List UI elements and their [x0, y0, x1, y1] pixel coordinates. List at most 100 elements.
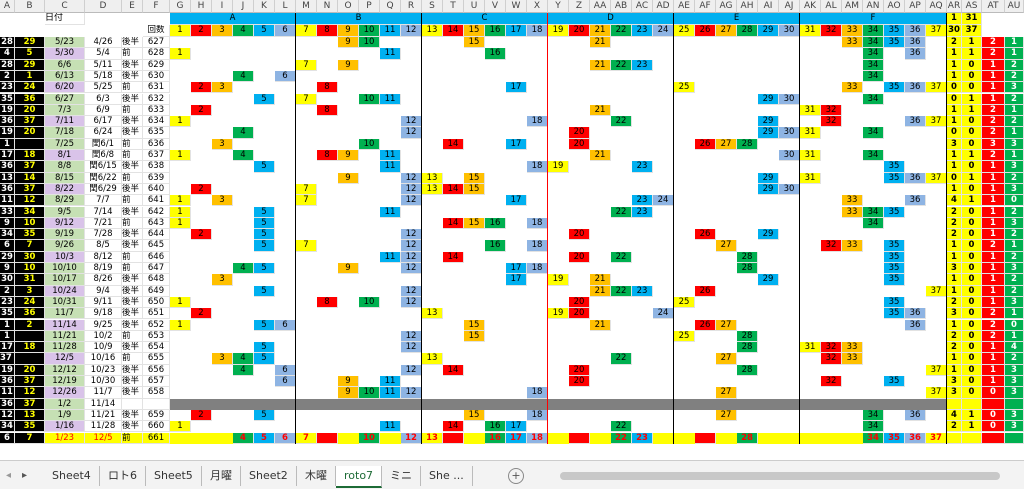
number-cell: 10 [359, 296, 380, 309]
number-cell: 5 [254, 353, 275, 365]
h-scrollbar[interactable] [560, 472, 1000, 480]
sheet-tab[interactable]: ロト6 [100, 466, 146, 486]
scroll-left[interactable]: ◂ [6, 470, 12, 481]
number-cell: 34 [863, 150, 884, 162]
count-at: 1 [982, 206, 1005, 218]
count-as: 0 [962, 229, 982, 241]
header-number: 34 [863, 25, 884, 37]
number-cell: 28 [737, 138, 758, 150]
column-header: H [191, 0, 212, 13]
count-ar: 1 [947, 183, 962, 196]
number-cell: 2 [191, 409, 212, 422]
count-au: 2 [1005, 285, 1024, 297]
sheet-tab[interactable]: Sheet5 [146, 466, 202, 486]
number-cell: 21 [590, 59, 611, 71]
count-au: 1 [1005, 240, 1024, 252]
count-at: 1 [982, 172, 1005, 184]
sheet-tab[interactable]: 月曜 [202, 466, 241, 486]
count-at: 1 [982, 70, 1005, 83]
sheet-tab[interactable]: Sheet4 [44, 466, 100, 486]
sheet-tab[interactable]: Sheet2 [241, 466, 297, 486]
count-au: 2 [1005, 251, 1024, 263]
sheet-tab[interactable]: She ... [421, 466, 473, 486]
cell-f: 637 [143, 150, 170, 162]
cell-a: 33 [0, 206, 15, 218]
scroll-right[interactable]: ▸ [22, 470, 28, 481]
cell-a: 11 [0, 195, 15, 207]
count-as: 0 [962, 138, 982, 150]
cell-a: 6 [0, 240, 15, 252]
number-cell: 28 [737, 432, 758, 444]
count-at: 1 [982, 59, 1005, 71]
cell-a: 36 [0, 116, 15, 128]
cell-d: 7/7 [85, 195, 122, 207]
count-at: 0 [982, 409, 1005, 422]
cell-f: 657 [143, 376, 170, 388]
number-cell: 14 [443, 364, 464, 376]
count-at: 1 [982, 251, 1005, 263]
cell-b: 24 [15, 82, 45, 94]
column-header: AA [590, 0, 611, 13]
number-cell: 35 [884, 432, 905, 444]
number-cell: 34 [863, 70, 884, 83]
number-cell: 31 [800, 342, 821, 354]
cell-f: 641 [143, 195, 170, 207]
number-cell: 29 [758, 229, 779, 241]
number-cell: 29 [758, 127, 779, 139]
number-cell: 11 [380, 93, 401, 105]
number-cell: 31 [800, 172, 821, 184]
cell-c: 5/23 [45, 37, 85, 49]
number-cell: 29 [758, 274, 779, 286]
count-ar: 3 [947, 387, 962, 399]
count-ar: 1 [947, 285, 962, 297]
number-cell: 1 [170, 217, 191, 230]
cell-d: 閏6/1 [85, 138, 122, 150]
sheet-tab[interactable]: roto7 [336, 466, 383, 488]
number-cell: 14 [443, 217, 464, 230]
cell-f: 646 [143, 251, 170, 263]
count-at: 0 [982, 421, 1005, 433]
cell-c: 5/30 [45, 48, 85, 60]
sheet-tab[interactable]: 木曜 [297, 466, 336, 486]
cell-f: 651 [143, 308, 170, 320]
column-header: AS [962, 0, 982, 13]
number-cell: 4 [233, 364, 254, 376]
cell-c: 8/22 [45, 183, 85, 196]
number-cell: 10 [359, 387, 380, 399]
cell-c: 9/26 [45, 240, 85, 252]
number-cell: 12 [401, 229, 422, 241]
number-cell: 22 [611, 116, 632, 128]
column-header: AO [884, 0, 905, 13]
count-au: 3 [1005, 387, 1024, 399]
sheet-tab[interactable]: ミニ [382, 466, 421, 486]
column-header: AD [653, 0, 674, 13]
header-ar: 30 [947, 25, 962, 37]
count-as: 0 [962, 285, 982, 297]
cell-a: 36 [0, 183, 15, 196]
cell-b: 5 [15, 48, 45, 60]
count-au: 3 [1005, 409, 1024, 422]
number-cell: 8 [317, 82, 338, 94]
number-cell: 22 [611, 206, 632, 218]
count-ar: 1 [947, 353, 962, 365]
header-number: 6 [275, 25, 296, 37]
cell-e: 後半 [122, 409, 143, 422]
column-header: S [422, 0, 443, 13]
number-cell: 17 [506, 274, 527, 286]
add-sheet[interactable]: + [508, 468, 524, 484]
cell-b: 37 [15, 116, 45, 128]
number-cell: 9 [338, 150, 359, 162]
column-header: AL [821, 0, 842, 13]
cell-a: 35 [0, 93, 15, 105]
number-cell: 18 [527, 387, 548, 399]
cell-b [15, 138, 45, 150]
number-cell: 17 [506, 195, 527, 207]
number-cell: 12 [401, 195, 422, 207]
number-cell: 20 [569, 229, 590, 241]
number-cell: 25 [674, 296, 695, 309]
number-cell: 21 [590, 319, 611, 331]
number-cell: 35 [884, 161, 905, 173]
count-ar: 1 [947, 59, 962, 71]
cell-b: 14 [15, 172, 45, 184]
number-cell: 5 [254, 432, 275, 444]
